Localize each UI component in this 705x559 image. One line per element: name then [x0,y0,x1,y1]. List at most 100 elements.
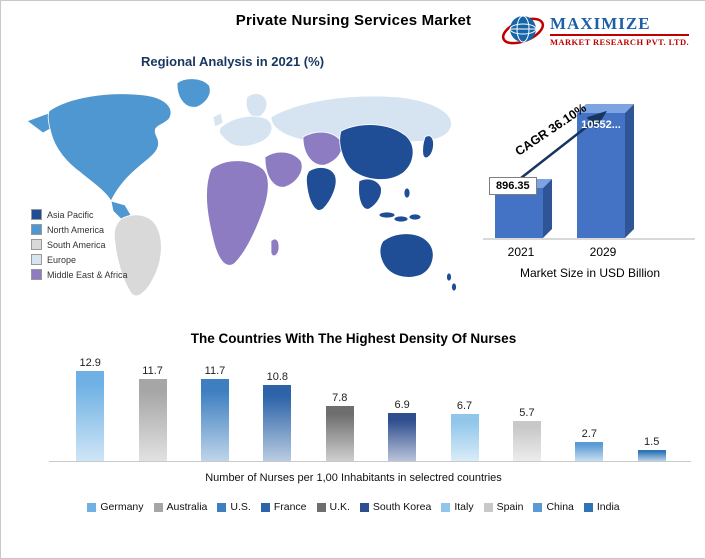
map-legend-item: North America [31,224,128,235]
bar-value-label: 6.7 [456,400,473,412]
nurses-bar-u-k-: 7.8 [318,392,362,461]
legend-label: North America [47,224,105,235]
bar [450,414,479,461]
bar [575,442,604,461]
legend-label: Europe [47,254,77,265]
cagr-baseline [483,238,695,240]
legend-swatch [31,224,42,235]
map-legend-item: South America [31,239,128,250]
nurses-legend-item: Italy [441,501,474,513]
bar-value-label: 6.9 [394,399,410,411]
nurses-legend-item: U.S. [217,501,251,513]
region-australia [379,233,434,278]
nurses-legend-item: South Korea [359,501,432,513]
logo-subtitle: MARKET RESEARCH PVT. LTD. [550,36,690,47]
nurses-bar-spain: 5.7 [505,407,549,461]
region-indonesia [408,213,422,221]
globe-icon [501,15,545,45]
nurses-legend-item: U.K. [316,501,350,513]
nurses-xlabel: Number of Nurses per 1,00 Inhabitants in… [205,472,502,484]
region-africa [206,160,269,266]
legend-swatch [316,502,326,512]
region-north-america [47,93,172,202]
region-middle-east [264,151,303,188]
bar-2029 [577,113,625,238]
nurses-chart-title: The Countries With The Highest Density O… [190,331,517,346]
bar [138,379,167,461]
region-indonesia [393,215,409,223]
bar [263,385,292,461]
legend-swatch [533,502,543,512]
bar [637,450,666,461]
legend-label: Asia Pacific [47,209,94,220]
map-legend-item: Europe [31,254,128,265]
region-new-zealand [446,272,452,282]
region-indonesia [378,211,396,219]
bar-value-label: 12.9 [79,357,101,369]
value-2021: 896.35 [489,177,537,195]
legend-swatch [31,269,42,280]
bar [512,421,541,461]
logo-text: MAXIMIZE MARKET RESEARCH PVT. LTD. [550,14,690,47]
nurses-bar-germany: 12.9 [68,357,112,461]
region-madagascar [270,238,280,257]
year-2029: 2029 [589,245,617,259]
nurses-bar-china: 2.7 [567,428,611,461]
legend-label: Middle East & Africa [47,269,128,280]
map-heading: Regional Analysis in 2021 (%) [141,54,325,69]
legend-label: U.K. [329,501,350,513]
logo-divider [550,33,690,36]
legend-label: Germany [100,501,144,513]
nurses-legend-item: China [533,501,574,513]
legend-swatch [583,502,593,512]
bar [388,413,417,461]
bar-value-label: 5.7 [519,407,535,419]
value-2029: 10552... [581,119,621,131]
world-map [26,78,457,297]
nurses-axis-line [49,461,691,462]
bar-value-label: 2.7 [581,428,597,440]
cagr-axis-label: Market Size in USD Billion [519,266,661,280]
legend-label: Spain [496,501,524,513]
region-europe [219,115,273,147]
year-2021: 2021 [507,245,535,259]
map-legend-item: Asia Pacific [31,209,128,220]
nurses-bars: 12.9 11.7 11.7 10.8 7.8 6.9 6.7 5.7 2.7 1.5 [59,353,683,461]
nurses-legend-item: Spain [483,501,524,513]
region-new-zealand [451,282,457,292]
nurses-bar-italy: 6.7 [443,400,487,461]
region-philippines [403,187,411,199]
region-japan [422,135,434,159]
legend-swatch [359,502,369,512]
region-uk [212,112,224,128]
legend-label: U.S. [230,501,251,513]
region-greenland [176,78,211,108]
nurses-bar-u-s-: 11.7 [193,365,237,461]
legend-swatch [483,502,493,512]
legend-swatch [441,502,451,512]
legend-label: South Korea [372,501,432,513]
bar [200,379,229,461]
legend-label: China [546,501,574,513]
region-scandinavia [245,93,268,118]
bar [325,406,354,461]
legend-swatch [153,502,163,512]
region-india [306,167,337,211]
logo-name: MAXIMIZE [550,14,651,34]
map-legend: Asia Pacific North America South America Eu… [31,209,128,280]
legend-swatch [31,239,42,250]
bar-2021 [495,188,543,238]
page-title: Private Nursing Services Market [235,12,472,29]
bar-value-label: 7.8 [332,392,348,404]
region-south-america [113,214,162,297]
bar-value-label: 11.7 [142,365,163,377]
legend-label: India [596,501,620,513]
legend-swatch [87,502,97,512]
region-china [339,124,414,180]
nurses-bar-south-korea: 6.9 [380,399,424,461]
legend-swatch [260,502,270,512]
legend-label: France [273,501,307,513]
bar-value-label: 11.7 [204,365,226,377]
region-central-asia [302,131,343,166]
